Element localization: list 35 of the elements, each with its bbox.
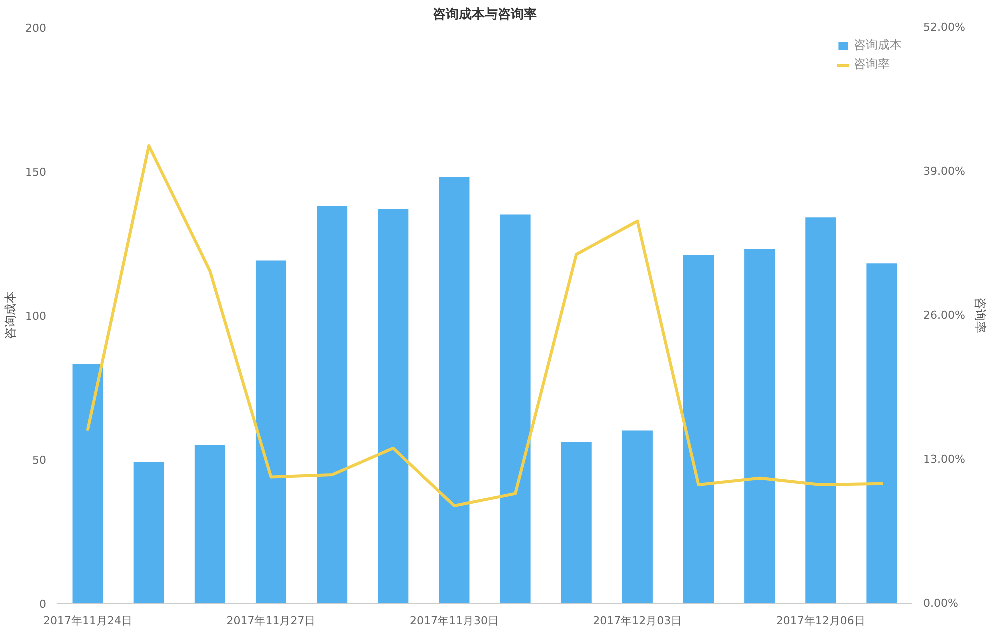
legend-label: 咨询成本 — [854, 37, 902, 54]
x-tick-label: 2017年12月03日 — [593, 614, 682, 628]
y2-tick-label: 26.00% — [924, 309, 966, 322]
bar — [806, 218, 836, 604]
y-tick-label: 200 — [26, 22, 47, 35]
line-series — [86, 144, 884, 508]
bar — [622, 430, 653, 604]
bar — [256, 260, 287, 604]
bar — [317, 206, 348, 604]
y-axis-title: 咨询成本 — [4, 292, 18, 340]
y2-axis-title: 咨询率 — [973, 298, 988, 334]
x-tick-label: 2017年12月06日 — [776, 614, 866, 628]
y-tick-label: 0 — [40, 598, 46, 611]
bar — [72, 364, 104, 604]
bar — [134, 462, 164, 604]
bar — [194, 445, 226, 604]
x-tick-label: 2017年11月27日 — [226, 614, 316, 628]
legend-label: 咨询率 — [854, 56, 890, 73]
bar — [500, 214, 531, 604]
bar — [744, 249, 776, 604]
bar — [561, 442, 592, 604]
y2-tick-label: 39.00% — [924, 165, 966, 178]
y2-tick-label: 0.00% — [924, 597, 958, 610]
bar — [378, 208, 409, 604]
y-tick-label: 100 — [26, 310, 47, 323]
x-tick-label: 2017年11月30日 — [410, 614, 499, 628]
y2-tick-label: 52.00% — [924, 21, 966, 34]
y-tick-label: 150 — [26, 166, 47, 179]
chart-title: 咨询成本与咨询率 — [433, 6, 537, 22]
x-tick-label: 2017年11月24日 — [44, 614, 133, 628]
y2-tick-label: 13.00% — [924, 453, 966, 466]
y-tick-label: 50 — [32, 454, 47, 467]
bar — [683, 255, 714, 604]
bar — [866, 264, 898, 604]
bar — [439, 177, 470, 604]
